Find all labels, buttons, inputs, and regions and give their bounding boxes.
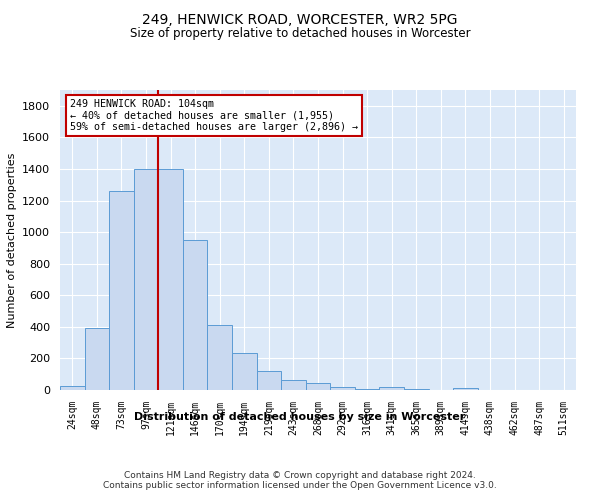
Bar — [85, 328, 109, 390]
Bar — [257, 371, 281, 390]
Bar — [208, 326, 232, 390]
Bar — [134, 169, 158, 390]
Bar — [306, 384, 330, 390]
Bar — [330, 387, 355, 390]
Bar — [232, 353, 257, 390]
Text: Size of property relative to detached houses in Worcester: Size of property relative to detached ho… — [130, 28, 470, 40]
Bar — [281, 380, 306, 390]
Bar — [158, 169, 183, 390]
Bar — [404, 389, 428, 390]
Text: 249, HENWICK ROAD, WORCESTER, WR2 5PG: 249, HENWICK ROAD, WORCESTER, WR2 5PG — [142, 12, 458, 26]
Bar — [109, 191, 134, 390]
Bar — [183, 240, 208, 390]
Bar — [355, 388, 379, 390]
Text: Distribution of detached houses by size in Worcester: Distribution of detached houses by size … — [134, 412, 466, 422]
Text: Contains HM Land Registry data © Crown copyright and database right 2024.
Contai: Contains HM Land Registry data © Crown c… — [103, 470, 497, 490]
Bar — [60, 386, 85, 390]
Y-axis label: Number of detached properties: Number of detached properties — [7, 152, 17, 328]
Text: 249 HENWICK ROAD: 104sqm
← 40% of detached houses are smaller (1,955)
59% of sem: 249 HENWICK ROAD: 104sqm ← 40% of detach… — [70, 99, 358, 132]
Bar — [379, 387, 404, 390]
Bar — [453, 388, 478, 390]
